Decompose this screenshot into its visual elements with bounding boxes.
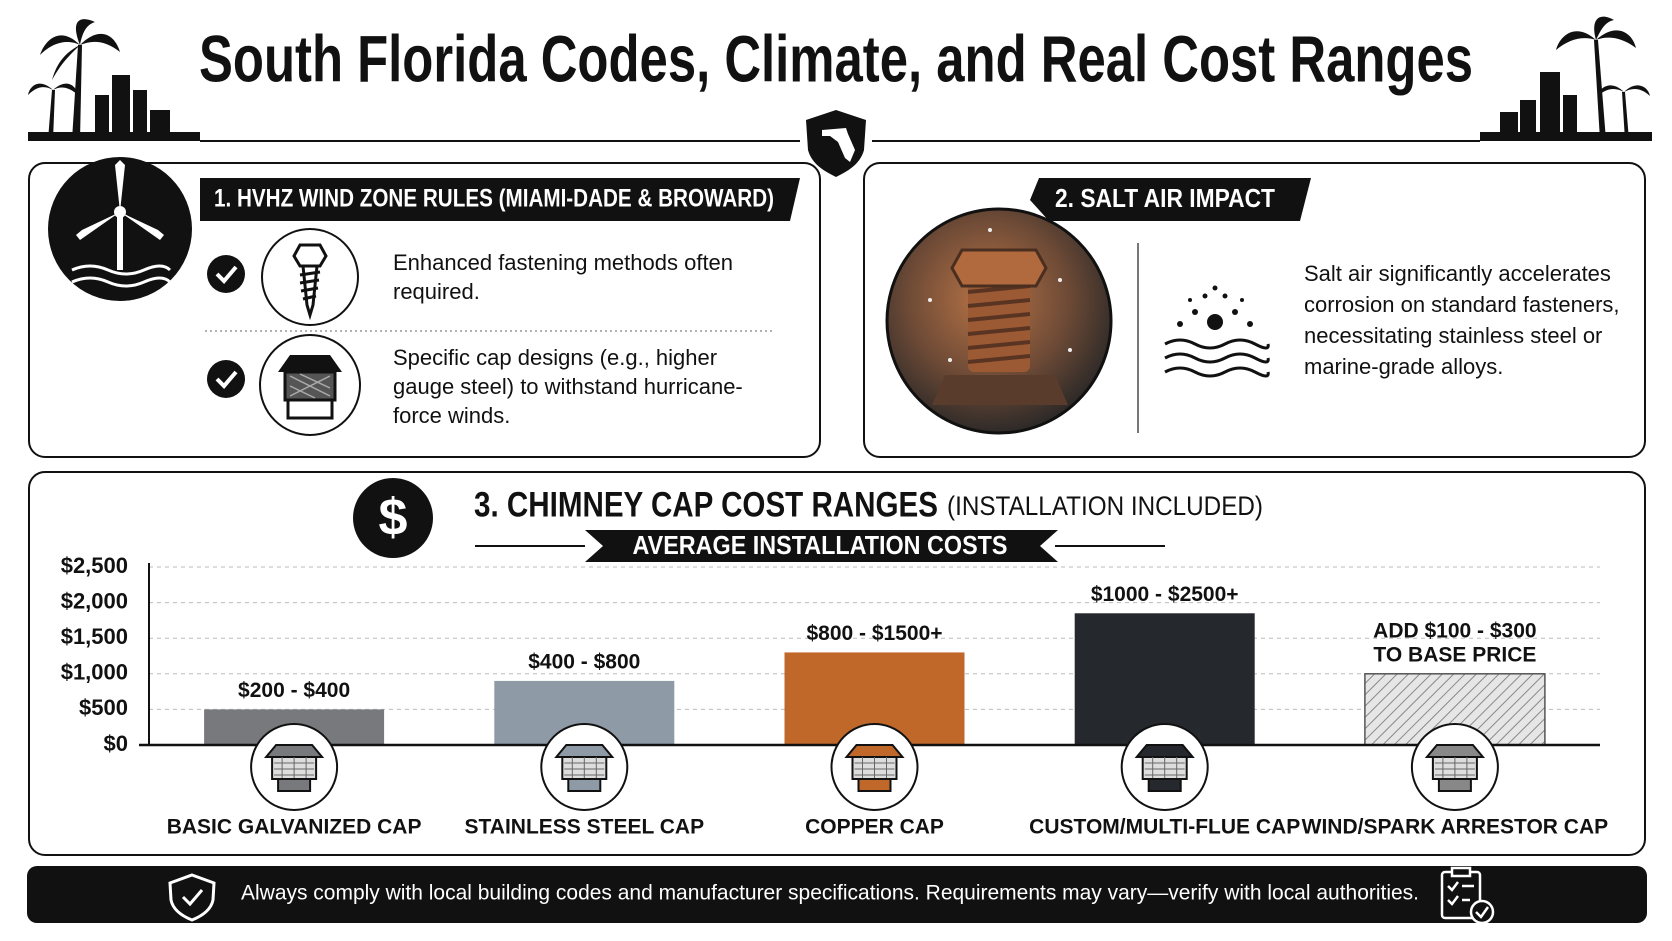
cap-icon: [277, 778, 312, 792]
cap-icon: [1144, 757, 1185, 779]
y-tick-label: $1,000: [61, 660, 128, 685]
y-tick-label: $500: [79, 695, 128, 720]
bar-annotation: $1000 - $2500+: [1091, 583, 1239, 606]
wind-icon: [48, 157, 192, 301]
x-tick-label: COPPER CAP: [805, 816, 944, 839]
footer-bar: [27, 866, 1647, 923]
page-title: South Florida Codes, Climate, and Real C…: [199, 21, 1473, 95]
bar-annotation: TO BASE PRICE: [1373, 643, 1536, 666]
cap-icon: [857, 778, 892, 792]
florida-shield: [806, 110, 866, 177]
y-tick-label: $1,500: [61, 624, 128, 649]
footer-text: Always comply with local building codes …: [241, 882, 1419, 905]
plot: $0 $500 $1,000 $1,500 $2,000 $2,500 $200 - $40…: [61, 553, 1608, 839]
chart-title-note: (INSTALLATION INCLUDED): [947, 491, 1263, 521]
item-text: Enhanced fastening methods often require…: [393, 250, 734, 304]
title-banner: [200, 178, 800, 221]
x-tick-label: BASIC GALVANIZED CAP: [167, 816, 422, 839]
check-icon: [207, 360, 245, 398]
title-banner: [1030, 178, 1311, 221]
cap-icon: [1147, 778, 1182, 792]
x-tick-label: CUSTOM/MULTI-FLUE CAP: [1029, 816, 1300, 839]
panel-title: 2. SALT AIR IMPACT: [1055, 183, 1275, 213]
cap-icon: [564, 757, 605, 779]
chart-subtitle: AVERAGE INSTALLATION COSTS: [633, 530, 1008, 560]
item-text: Specific cap designs (e.g., higher gauge…: [393, 345, 743, 428]
y-tick-label: $2,000: [61, 588, 128, 613]
subtitle-banner: [585, 530, 1058, 562]
bar-annotation: $800 - $1500+: [806, 622, 942, 645]
cap-icon: [844, 744, 905, 758]
chart-title: 3. CHIMNEY CAP COST RANGES: [474, 485, 938, 524]
salt-icon: [1164, 285, 1270, 378]
svg-text:$: $: [379, 489, 408, 547]
y-tick-label: $0: [104, 731, 128, 756]
header-skyline-left: [28, 19, 200, 141]
item-text-wrap: Specific cap designs (e.g., higher gauge…: [393, 345, 743, 428]
clipboard-icon: [1440, 866, 1495, 925]
shield-icon: [168, 873, 216, 922]
check-icon: [207, 255, 245, 293]
salt-text: Salt air significantly accelerates corro…: [1304, 261, 1620, 379]
cap-icon: [554, 744, 615, 758]
x-tick-label: STAINLESS STEEL CAP: [465, 816, 705, 839]
cap-icon: [274, 757, 315, 779]
cap-icon: [1134, 744, 1195, 758]
panel-title: 1. HVHZ WIND ZONE RULES (MIAMI-DADE & BR…: [214, 185, 774, 213]
cap-icon: [854, 757, 895, 779]
cap-icon: [259, 334, 361, 436]
corroded-bolt-photo: [885, 207, 1113, 435]
x-tick-label: WIND/SPARK ARRESTOR CAP: [1302, 816, 1608, 839]
header-skyline-right: [1480, 16, 1652, 141]
cap-icon: [1434, 757, 1475, 779]
bar-annotation: $400 - $800: [528, 650, 640, 673]
screw-icon: [261, 228, 359, 326]
salt-text-wrap: Salt air significantly accelerates corro…: [1304, 261, 1620, 379]
cap-icon: [1424, 744, 1486, 758]
item-text-wrap: Enhanced fastening methods often require…: [393, 250, 734, 304]
bar-annotation: $200 - $400: [238, 679, 350, 702]
cap-icon: [1437, 778, 1472, 792]
y-tick-label: $2,500: [61, 553, 128, 578]
dollar-icon: $: [353, 478, 433, 558]
cap-icon: [263, 744, 325, 758]
cap-icon: [567, 778, 602, 792]
bar-annotation: ADD $100 - $300: [1373, 619, 1536, 642]
